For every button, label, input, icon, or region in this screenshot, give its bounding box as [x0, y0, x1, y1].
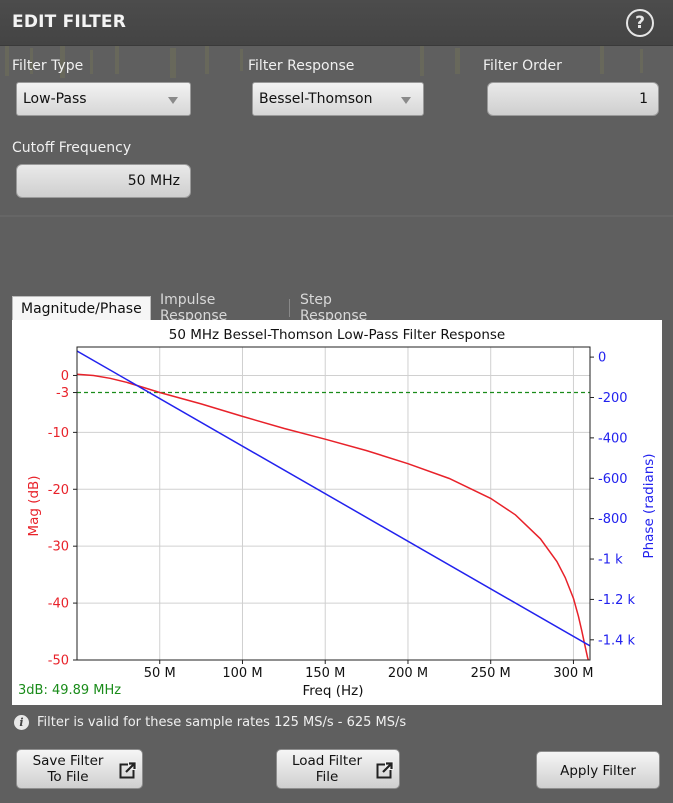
- plot-panel: 50 MHz Bessel-Thomson Low-Pass Filter Re…: [12, 320, 662, 705]
- y-left-tick-label: -50: [48, 654, 69, 669]
- filter-response-chart: 50 MHz Bessel-Thomson Low-Pass Filter Re…: [18, 327, 657, 699]
- filter-order-input[interactable]: 1: [487, 82, 659, 116]
- y-right-tick-label: -1.2 k: [598, 593, 635, 608]
- y-right-tick-label: -1 k: [598, 553, 623, 568]
- y-right-tick-label: -400: [598, 431, 628, 446]
- phase-series-line: [77, 350, 590, 647]
- sample-rate-text: Filter is valid for these sample rates 1…: [37, 715, 407, 730]
- load-filter-line2: File: [315, 769, 339, 785]
- y-left-tick-label: -3: [56, 386, 69, 401]
- magnitude-series-line: [77, 373, 590, 660]
- tab-step-response[interactable]: Step Response: [300, 292, 368, 324]
- y-left-tick-label: 0: [61, 369, 69, 384]
- tab-impulse-response[interactable]: Impulse Response: [160, 292, 228, 324]
- y-axis-left-label: Mag (dB): [26, 475, 42, 536]
- y-right-tick-label: -800: [598, 512, 628, 527]
- load-filter-line1: Load Filter: [291, 753, 363, 769]
- cutoff-annotation: 3dB: 49.89 MHz: [18, 683, 121, 698]
- filter-order-value: 1: [639, 91, 648, 107]
- apply-filter-button[interactable]: Apply Filter: [536, 751, 660, 789]
- y-right-tick-label: 0: [598, 351, 606, 366]
- external-link-icon: [376, 761, 394, 779]
- sample-rate-info: i Filter is valid for these sample rates…: [14, 715, 406, 730]
- chart-series: [77, 350, 590, 660]
- tab-divider: [289, 299, 290, 317]
- filter-response-select[interactable]: Bessel-Thomson: [252, 82, 424, 116]
- x-tick-label: 100 M: [222, 666, 262, 681]
- filter-response-label: Filter Response: [248, 58, 355, 74]
- chevron-down-icon: [168, 97, 178, 104]
- filter-type-label: Filter Type: [12, 58, 84, 74]
- filter-response-value: Bessel-Thomson: [259, 91, 373, 107]
- y-right-tick-label: -600: [598, 472, 628, 487]
- y-left-tick-label: -10: [48, 426, 69, 441]
- x-axis-label: Freq (Hz): [303, 683, 364, 699]
- dialog-title: EDIT FILTER: [12, 12, 127, 32]
- y-axis-right-label: Phase (radians): [641, 453, 657, 558]
- filter-type-select[interactable]: Low-Pass: [16, 82, 191, 116]
- x-tick-label: 200 M: [388, 666, 428, 681]
- info-icon: i: [14, 715, 29, 730]
- filter-type-value: Low-Pass: [23, 91, 87, 107]
- y-left-tick-label: -30: [48, 540, 69, 555]
- apply-filter-label: Apply Filter: [560, 763, 636, 779]
- y-right-tick-label: -1.4 k: [598, 633, 635, 648]
- save-filter-button[interactable]: Save Filter To File: [16, 749, 143, 789]
- y-right-tick-label: -200: [598, 391, 628, 406]
- external-link-icon: [119, 761, 137, 779]
- cutoff-frequency-label: Cutoff Frequency: [12, 140, 132, 156]
- chart-grid: [77, 347, 590, 661]
- tab-magnitude-phase[interactable]: Magnitude/Phase: [12, 296, 151, 320]
- load-filter-button[interactable]: Load Filter File: [276, 749, 400, 789]
- y-left-tick-label: -40: [48, 597, 69, 612]
- chart-title: 50 MHz Bessel-Thomson Low-Pass Filter Re…: [169, 327, 506, 343]
- x-tick-label: 250 M: [471, 666, 511, 681]
- x-tick-label: 50 M: [144, 666, 176, 681]
- x-tick-label: 150 M: [305, 666, 345, 681]
- cutoff-frequency-input[interactable]: 50 MHz: [16, 164, 191, 198]
- plot-area-frame: [76, 346, 591, 661]
- cutoff-frequency-value: 50 MHz: [127, 173, 180, 189]
- title-bar: EDIT FILTER ?: [0, 0, 673, 46]
- filter-order-label: Filter Order: [483, 58, 562, 74]
- x-tick-label: 300 M: [553, 666, 593, 681]
- save-filter-line2: To File: [47, 769, 89, 785]
- chevron-down-icon: [401, 97, 411, 104]
- save-filter-line1: Save Filter: [32, 753, 104, 769]
- chart-ticks: 50 M 100 M 150 M 200 M 250 M 300 M 0 -3 -10 -20 -3…: [48, 351, 636, 681]
- y-left-tick-label: -20: [48, 483, 69, 498]
- help-icon[interactable]: ?: [626, 9, 654, 37]
